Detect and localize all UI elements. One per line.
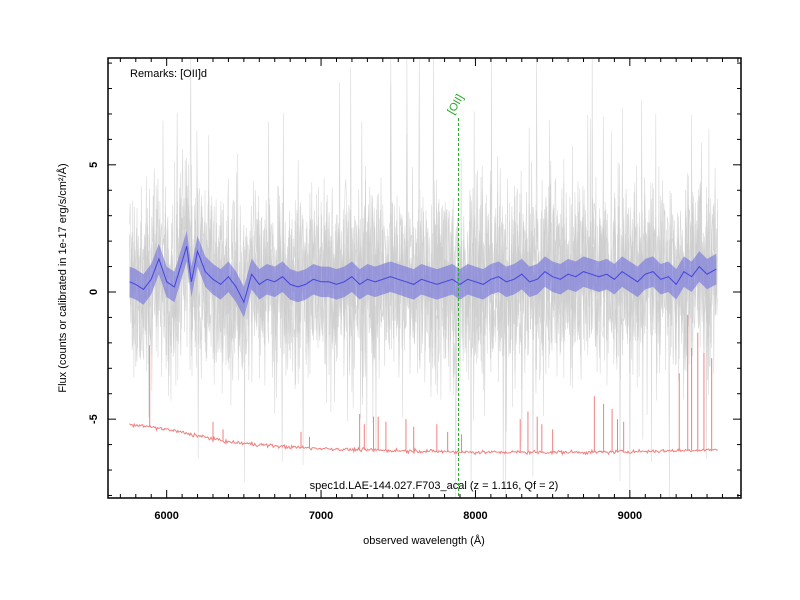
exposure-spectrum-line <box>129 58 718 459</box>
x-axis-label: observed wavelength (Å) <box>363 534 485 547</box>
y-axis-label: Flux (counts or calibrated in 1e-17 erg/… <box>56 163 69 392</box>
error-band <box>129 230 717 318</box>
chart-title: spec1d.LAE-144.027.F703_acal (z = 1.116,… <box>310 480 559 492</box>
y-tick-label: 5 <box>88 162 100 168</box>
x-tick-label: 7000 <box>309 510 333 522</box>
x-tick-label: 6000 <box>154 510 178 522</box>
combined-spectrum-line <box>129 246 717 304</box>
axis-tick-labels: 6000 7000 8000 9000 -5 0 5 <box>88 162 642 522</box>
y-tick-label: 0 <box>88 289 100 295</box>
axis-ticks <box>108 58 741 498</box>
sky-spectrum-layer <box>129 314 718 457</box>
remarks-text: Remarks: [OII]d <box>130 68 207 80</box>
sky-baseline-line <box>129 422 718 457</box>
x-tick-label: 9000 <box>618 510 642 522</box>
plot-frame <box>107 57 742 499</box>
combined-spectrum-layer <box>129 230 717 318</box>
x-tick-label: 8000 <box>463 510 487 522</box>
y-tick-label: -5 <box>88 414 100 424</box>
